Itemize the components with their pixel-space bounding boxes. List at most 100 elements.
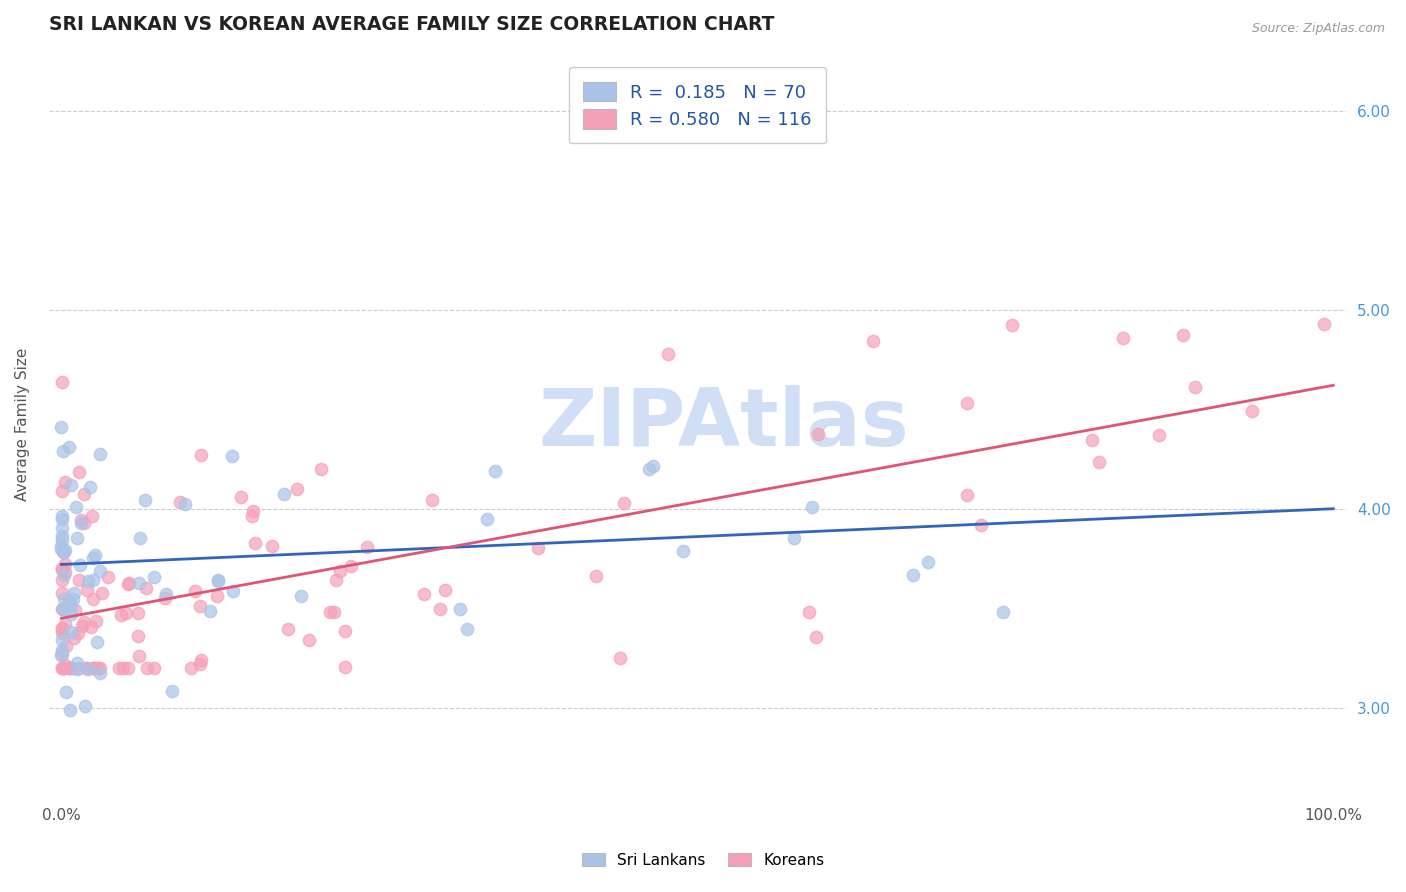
Text: Source: ZipAtlas.com: Source: ZipAtlas.com — [1251, 22, 1385, 36]
Point — [449, 602, 471, 616]
Legend: R =  0.185   N = 70, R = 0.580   N = 116: R = 0.185 N = 70, R = 0.580 N = 116 — [568, 67, 827, 144]
Point — [89, 565, 111, 579]
Point — [52, 567, 75, 582]
Point — [797, 605, 820, 619]
Point — [319, 605, 342, 619]
Point — [262, 540, 284, 554]
Point — [59, 598, 82, 612]
Point — [69, 516, 91, 531]
Point — [1184, 380, 1206, 394]
Point — [51, 541, 73, 556]
Point — [66, 531, 89, 545]
Point — [51, 626, 73, 640]
Point — [1001, 318, 1024, 332]
Point — [67, 465, 90, 479]
Point — [73, 698, 96, 713]
Point — [111, 661, 134, 675]
Point — [76, 661, 98, 675]
Point — [160, 683, 183, 698]
Point — [108, 661, 131, 675]
Point — [188, 657, 211, 672]
Point — [79, 479, 101, 493]
Point — [862, 334, 884, 348]
Point — [243, 535, 266, 549]
Point — [356, 540, 378, 554]
Point — [277, 622, 299, 636]
Point — [298, 632, 321, 647]
Point — [222, 584, 245, 599]
Point — [477, 512, 499, 526]
Legend: Sri Lankans, Koreans: Sri Lankans, Koreans — [574, 845, 832, 875]
Point — [231, 490, 253, 504]
Point — [51, 419, 73, 434]
Point — [89, 665, 111, 680]
Point — [190, 653, 212, 667]
Point — [117, 576, 139, 591]
Point — [51, 648, 73, 663]
Point — [72, 486, 94, 500]
Point — [84, 614, 107, 628]
Point — [55, 475, 77, 489]
Point — [58, 594, 80, 608]
Point — [221, 449, 243, 463]
Point — [72, 516, 94, 531]
Point — [52, 602, 75, 616]
Point — [51, 529, 73, 543]
Point — [169, 495, 191, 509]
Point — [76, 582, 98, 597]
Point — [638, 462, 661, 476]
Point — [89, 447, 111, 461]
Point — [67, 625, 90, 640]
Text: SRI LANKAN VS KOREAN AVERAGE FAMILY SIZE CORRELATION CHART: SRI LANKAN VS KOREAN AVERAGE FAMILY SIZE… — [49, 15, 775, 34]
Point — [63, 603, 86, 617]
Point — [434, 583, 457, 598]
Point — [89, 661, 111, 675]
Y-axis label: Average Family Size: Average Family Size — [15, 347, 30, 500]
Point — [207, 574, 229, 588]
Point — [128, 575, 150, 590]
Point — [207, 573, 229, 587]
Point — [136, 661, 159, 675]
Point — [118, 576, 141, 591]
Point — [1147, 428, 1170, 442]
Point — [83, 661, 105, 675]
Point — [82, 661, 104, 675]
Point — [51, 563, 73, 577]
Point — [484, 464, 506, 478]
Point — [53, 542, 76, 557]
Point — [917, 555, 939, 569]
Point — [325, 573, 347, 587]
Point — [333, 660, 356, 674]
Point — [58, 661, 80, 675]
Point — [51, 376, 73, 390]
Point — [51, 661, 73, 675]
Point — [67, 574, 90, 588]
Point — [69, 558, 91, 572]
Point — [63, 631, 86, 645]
Point — [456, 622, 478, 636]
Point — [53, 657, 76, 672]
Point — [60, 661, 83, 675]
Point — [51, 643, 73, 657]
Point — [51, 512, 73, 526]
Point — [333, 624, 356, 638]
Point — [52, 661, 75, 675]
Point — [82, 574, 104, 588]
Point — [53, 616, 76, 631]
Point — [51, 520, 73, 534]
Point — [66, 662, 89, 676]
Point — [52, 545, 75, 559]
Point — [55, 685, 77, 699]
Point — [65, 500, 87, 514]
Point — [51, 483, 73, 498]
Point — [83, 548, 105, 562]
Point — [1313, 317, 1336, 331]
Point — [53, 566, 76, 580]
Point — [52, 592, 75, 607]
Point — [82, 551, 104, 566]
Point — [190, 448, 212, 462]
Point — [82, 592, 104, 607]
Point — [117, 661, 139, 675]
Point — [991, 605, 1014, 619]
Point — [1112, 331, 1135, 345]
